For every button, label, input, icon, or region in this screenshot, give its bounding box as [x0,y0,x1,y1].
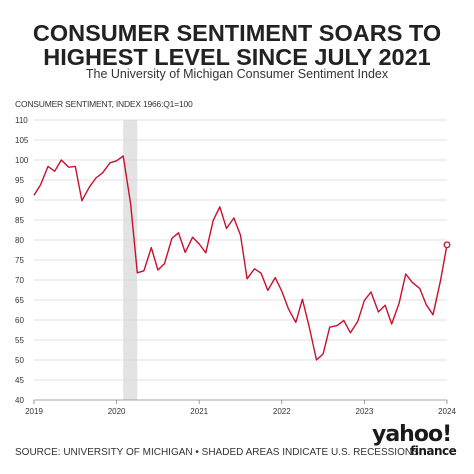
y-tick-label: 65 [15,296,24,305]
logo-main-text: yahoo! [372,422,452,447]
chart-title-line-2: HIGHEST LEVEL SINCE JULY 2021 [43,44,431,70]
source-note: SOURCE: UNIVERSITY OF MICHIGAN • SHADED … [15,447,419,458]
y-tick-label: 40 [15,396,24,405]
latest-value-point [443,241,451,249]
sentiment-series-line [33,155,448,361]
x-tick-label: 2023 [356,407,374,416]
chart-title-line-1: CONSUMER SENTIMENT SOARS TO [32,20,442,46]
x-tick-label: 2020 [108,407,126,416]
y-tick-label: 50 [15,356,24,365]
logo-sub-text: finance [410,444,457,458]
y-tick-label: 90 [15,196,24,205]
x-tick-label: 2022 [273,407,291,416]
yahoo-finance-logo: yahoo! finance [372,422,462,466]
chart-subtitle: The University of Michigan Consumer Sent… [85,67,389,81]
y-tick-label: 70 [15,276,24,285]
y-tick-label: 100 [15,156,29,165]
y-tick-label: 105 [15,136,29,145]
y-tick-label: 60 [15,316,24,325]
y-axis-label: CONSUMER SENTIMENT, INDEX 1966:Q1=100 [15,99,193,109]
x-tick-label: 2021 [190,407,208,416]
x-tick-label: 2024 [438,407,456,416]
y-tick-label: 95 [15,176,24,185]
y-tick-label: 55 [15,336,24,345]
y-tick-label: 80 [15,236,24,245]
x-tick-label: 2019 [25,407,43,416]
y-tick-label: 75 [15,256,24,265]
y-tick-label: 45 [15,376,24,385]
y-tick-label: 110 [15,116,28,125]
y-tick-label: 85 [15,216,24,225]
